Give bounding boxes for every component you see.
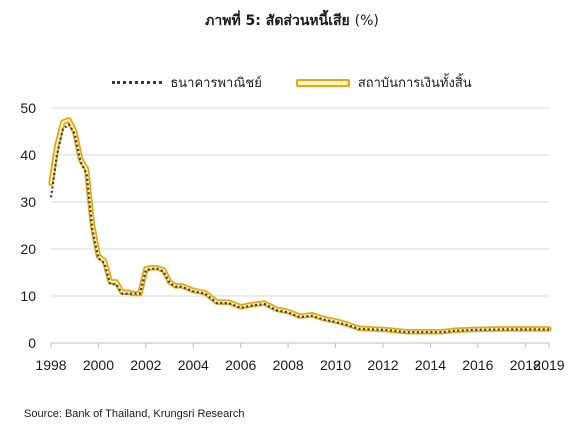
- y-tick-label: 0: [28, 335, 36, 351]
- x-tick-label: 2014: [415, 357, 446, 373]
- x-tick-label: 2018: [510, 357, 541, 373]
- x-tick-label: 1998: [35, 357, 66, 373]
- x-tick-label: 2006: [225, 357, 256, 373]
- series-line-all-institutions-inner: [50, 118, 550, 333]
- chart-title-text: ภาพที่ 5: สัดส่วนหนี้เสีย: [205, 13, 350, 29]
- x-tick-label: 2008: [273, 357, 304, 373]
- y-tick-label: 40: [20, 147, 36, 163]
- source-note: Source: Bank of Thailand, Krungsri Resea…: [24, 408, 245, 420]
- x-tick-label: 2010: [320, 357, 351, 373]
- legend-swatch-double: [295, 78, 350, 87]
- x-tick-label: 2004: [178, 357, 209, 373]
- y-tick-label: 50: [20, 100, 36, 116]
- legend-item-commercial-banks: ธนาคารพาณิชย์: [112, 72, 262, 93]
- legend-label-all-institutions: สถาบันการเงินทั้งสิ้น: [357, 76, 472, 91]
- chart-title: ภาพที่ 5: สัดส่วนหนี้เสีย (%): [0, 10, 584, 32]
- x-tick-label: 2016: [462, 357, 493, 373]
- x-tick-label: 2002: [130, 357, 161, 373]
- x-tick-label: 2019: [533, 357, 564, 373]
- x-tick-label: 2000: [83, 357, 114, 373]
- legend-label-commercial-banks: ธนาคารพาณิชย์: [170, 76, 262, 91]
- y-tick-label: 20: [20, 241, 36, 257]
- axes: 0 10 20 30 40 50 1998 2000 2002 2004 2006 2008 2010 2…: [20, 100, 564, 373]
- legend-item-all-institutions: สถาบันการเงินทั้งสิ้น: [295, 72, 472, 93]
- y-tick-label: 30: [20, 194, 36, 210]
- series-line-all-institutions-outer: [48, 117, 552, 335]
- grid-lines: [51, 107, 549, 297]
- chart-title-unit: (%): [354, 13, 379, 29]
- legend-swatch-dotted: [112, 81, 163, 84]
- y-tick-label: 10: [20, 288, 36, 304]
- chart-legend: ธนาคารพาณิชย์ สถาบันการเงินทั้งสิ้น: [0, 72, 584, 93]
- x-tick-label: 2012: [367, 357, 398, 373]
- series-line-commercial-banks: [49, 123, 549, 334]
- series-lines: [48, 117, 552, 335]
